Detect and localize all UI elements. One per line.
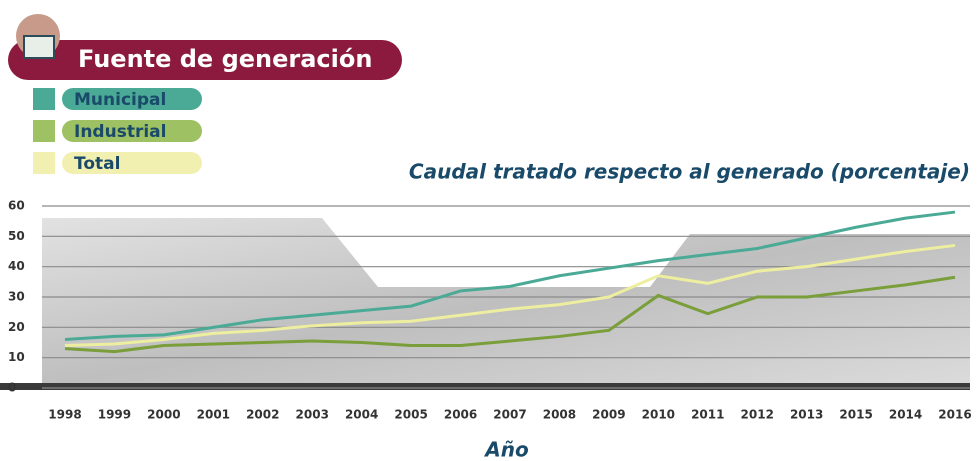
legend-swatch — [33, 88, 55, 110]
baseline-band — [0, 383, 970, 390]
x-tick-label: 2001 — [197, 408, 230, 422]
y-tick-label: 10 — [8, 350, 25, 364]
legend-label: Industrial — [74, 122, 166, 142]
x-tick-label: 2016 — [938, 408, 971, 422]
x-tick-label: 1999 — [98, 408, 131, 422]
x-tick-label: 2002 — [246, 408, 279, 422]
y-tick-label: 50 — [8, 229, 25, 243]
background-texture — [42, 218, 970, 386]
legend-swatch — [33, 152, 55, 174]
x-axis-title: Año — [483, 438, 529, 461]
x-tick-label: 1998 — [48, 408, 81, 422]
chart: Fuente de generación Caudal tratado resp… — [0, 0, 979, 461]
y-tick-label: 20 — [8, 320, 25, 334]
x-tick-label: 2005 — [394, 408, 427, 422]
x-tick-label: 2015 — [839, 408, 872, 422]
x-tick-label: 2009 — [592, 408, 625, 422]
x-tick-label: 2008 — [543, 408, 576, 422]
legend-swatch — [33, 120, 55, 142]
legend-label: Municipal — [74, 90, 166, 110]
y-tick-label: 60 — [8, 199, 25, 213]
x-tick-label: 2003 — [296, 408, 329, 422]
x-tick-label: 2000 — [147, 408, 180, 422]
y-tick-label: 40 — [8, 259, 25, 273]
x-tick-label: 2007 — [493, 408, 526, 422]
page: {"header": {"title": "Fuente de generaci… — [0, 0, 979, 461]
header-title: Fuente de generación — [78, 45, 372, 73]
y-tick-label: 0 — [8, 381, 16, 395]
x-tick-label: 2013 — [790, 408, 823, 422]
x-tick-label: 2012 — [741, 408, 774, 422]
x-tick-label: 2014 — [889, 408, 922, 422]
x-tick-label: 2010 — [642, 408, 675, 422]
legend-label: Total — [74, 154, 120, 174]
x-tick-label: 2006 — [444, 408, 477, 422]
chart-title: Caudal tratado respecto al generado (por… — [409, 160, 970, 184]
x-tick-label: 2004 — [345, 408, 378, 422]
x-tick-label: 2011 — [691, 408, 724, 422]
y-tick-label: 30 — [8, 290, 25, 304]
header-icon — [24, 36, 54, 58]
